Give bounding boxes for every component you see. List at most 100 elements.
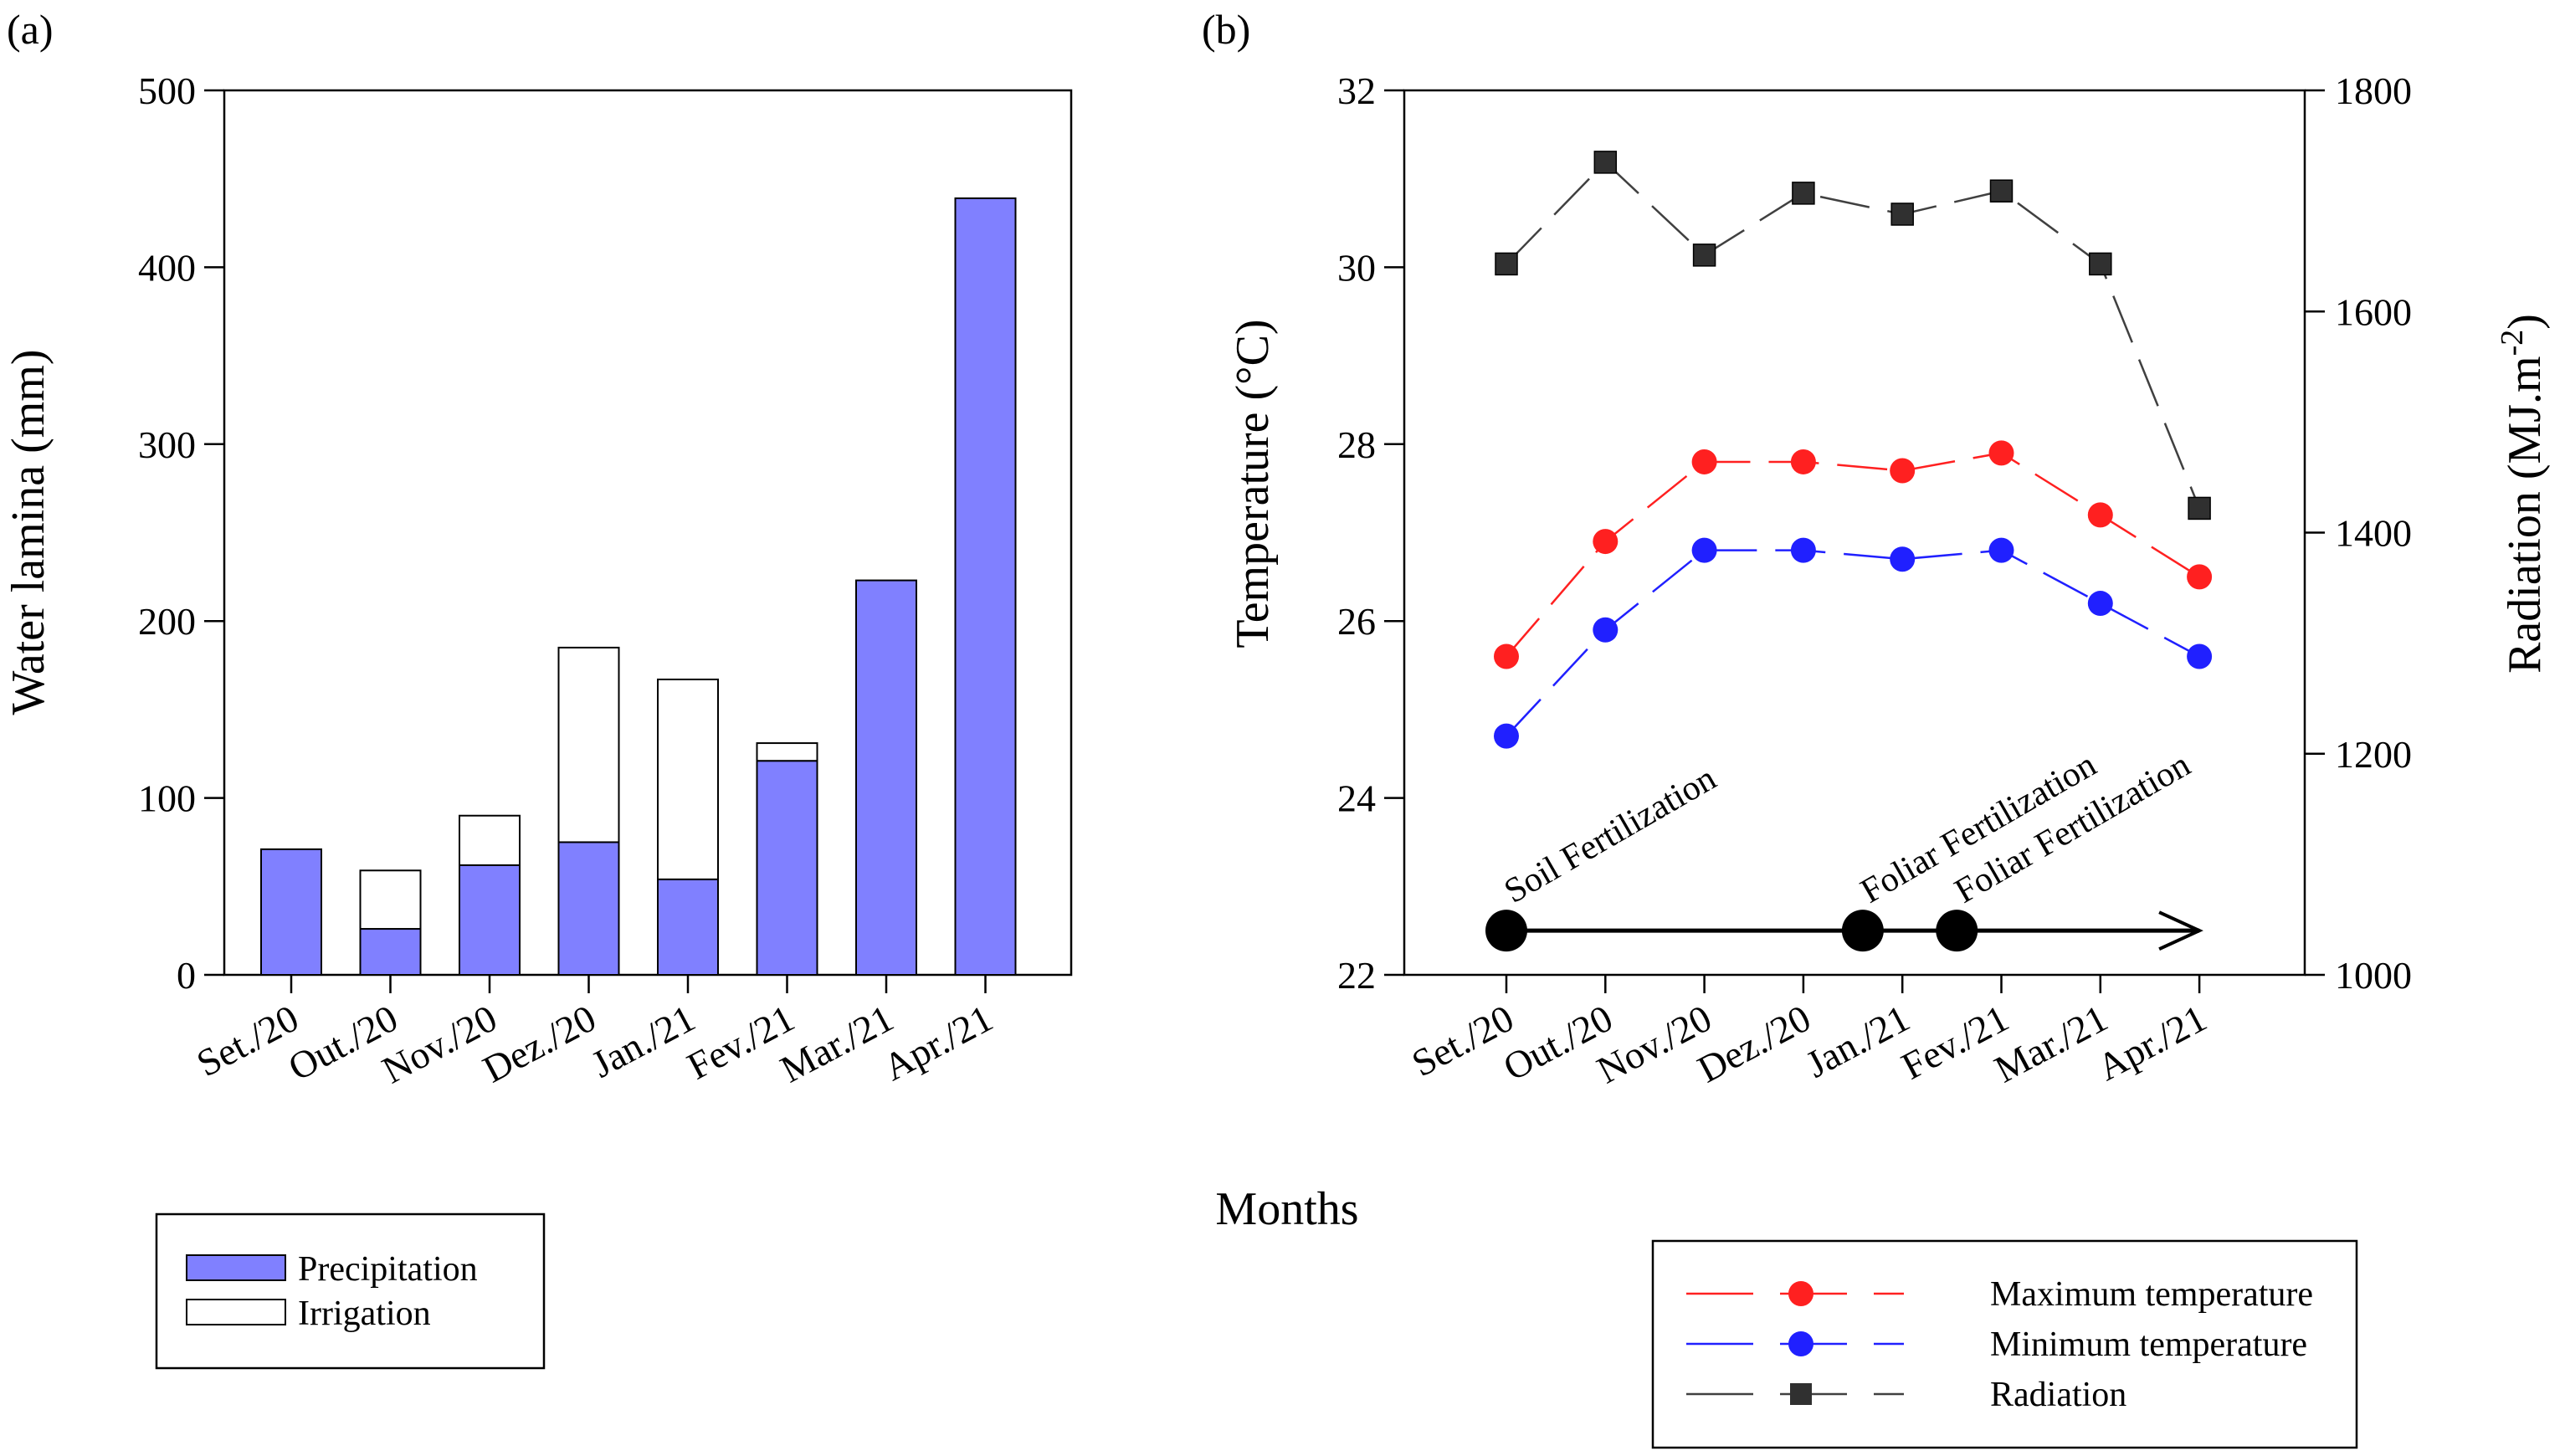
- point-maximum-temperature-fev-21: [1988, 440, 2014, 466]
- bar-irrigation-jan-21: [657, 678, 719, 880]
- panel-a-legend-frame: [155, 1212, 546, 1370]
- point-radiation-dez-20: [1792, 182, 1815, 205]
- panel-b-series: [1494, 151, 2213, 749]
- b-y-tick-label-32: 32: [1337, 69, 1376, 112]
- point-maximum-temperature-out-20: [1593, 529, 1619, 555]
- b-y2-tick-label-1800: 1800: [2335, 69, 2412, 112]
- panel-a-chart: 0 100 200 300 400 500 Set./20Out./20Nov./20De…: [3, 69, 1073, 1370]
- legend-label-irrigation: Irrigation: [298, 1295, 431, 1333]
- bar-precipitation-set-20: [260, 848, 322, 976]
- point-radiation-out-20: [1593, 151, 1618, 174]
- point-maximum-temperature-jan-21: [1890, 458, 1916, 484]
- legend-label-precipitation: Precipitation: [298, 1250, 478, 1289]
- panel-b-legend-frame: [1651, 1239, 2358, 1449]
- panel-a-y-axis: 0 100 200 300 400 500: [138, 69, 224, 997]
- panel-b-label: (b): [1202, 6, 1250, 53]
- bar-precipitation-out-20: [359, 928, 422, 977]
- b-y-tick-label-28: 28: [1337, 423, 1376, 466]
- a-y-tick-label-0: 0: [177, 954, 196, 997]
- point-minimum-temperature-dez-20: [1790, 537, 1816, 563]
- panel-a-bars: [260, 197, 1017, 977]
- legend-marker-min-temp: [1788, 1331, 1813, 1356]
- panel-a-legend: Precipitation Irrigation: [155, 1212, 546, 1370]
- bar-irrigation-dez-20: [557, 646, 620, 843]
- legend-marker-radiation: [1790, 1383, 1812, 1405]
- panel-a-label: (a): [7, 6, 54, 53]
- panel-b-right-y-axis: 1000 1200 1400 1600 1800: [2305, 69, 2412, 997]
- timeline-event-marker-3: [1936, 910, 1978, 952]
- panel-a-plot-frame: [223, 89, 1073, 977]
- a-x-tick-label-jan-21: Jan./21: [585, 997, 702, 1086]
- timeline-event-marker-1: [1485, 910, 1527, 952]
- b-x-tick-label-apr-21: Apr./21: [2090, 997, 2214, 1089]
- point-maximum-temperature-nov-20: [1691, 449, 1717, 474]
- bar-precipitation-apr-21: [954, 197, 1017, 977]
- y2-title-sup: -2: [2495, 330, 2530, 356]
- line-minimum-temperature: [1506, 549, 2200, 737]
- legend-swatch-irrigation: [186, 1299, 286, 1325]
- point-minimum-temperature-apr-21: [2187, 643, 2213, 669]
- a-x-tick-label-nov-20: Nov./20: [375, 997, 503, 1092]
- y2-title-end: ): [2499, 314, 2551, 330]
- b-x-tick-label-nov-20: Nov./20: [1590, 997, 1718, 1092]
- point-minimum-temperature-set-20: [1494, 723, 1519, 749]
- b-y-tick-label-22: 22: [1337, 954, 1376, 997]
- a-x-tick-label-apr-21: Apr./21: [876, 997, 999, 1089]
- point-minimum-temperature-out-20: [1593, 617, 1619, 643]
- timeline-event-marker-2: [1841, 910, 1884, 952]
- shared-x-axis-title: Months: [1215, 1183, 1358, 1235]
- a-y-tick-label-300: 300: [138, 423, 196, 466]
- panel-b-y2-axis-title: Radiation (MJ.m-2): [2495, 314, 2551, 674]
- point-radiation-set-20: [1495, 252, 1518, 276]
- bar-precipitation-dez-20: [557, 841, 620, 977]
- legend-label-min-temp: Minimum temperature: [1990, 1325, 2307, 1364]
- b-x-tick-label-mar-21: Mar./21: [1988, 997, 2114, 1091]
- bar-precipitation-nov-20: [459, 864, 521, 976]
- legend-label-max-temp: Maximum temperature: [1990, 1275, 2313, 1314]
- point-maximum-temperature-dez-20: [1790, 449, 1816, 474]
- a-x-tick-label-fev-21: Fev./21: [680, 997, 801, 1088]
- point-radiation-apr-21: [2188, 496, 2211, 520]
- b-y-tick-label-24: 24: [1337, 777, 1376, 820]
- timeline-arrow-head: [2158, 910, 2203, 951]
- fertilization-timeline: Soil Fertilization Foliar FertilizationFo…: [1485, 746, 2203, 952]
- line-maximum-temperature: [1506, 452, 2200, 658]
- b-y2-tick-label-1400: 1400: [2335, 512, 2412, 555]
- point-radiation-jan-21: [1890, 203, 1914, 226]
- legend-marker-max-temp: [1788, 1281, 1813, 1306]
- b-y-tick-label-26: 26: [1337, 600, 1376, 643]
- timeline-event-label-1: Soil Fertilization: [1498, 759, 1723, 911]
- point-minimum-temperature-jan-21: [1890, 546, 1916, 572]
- point-minimum-temperature-nov-20: [1691, 537, 1717, 563]
- bar-precipitation-fev-21: [756, 760, 818, 976]
- point-maximum-temperature-mar-21: [2087, 502, 2113, 528]
- b-x-tick-label-dez-20: Dez./20: [1690, 997, 1817, 1091]
- a-y-tick-label-500: 500: [138, 69, 196, 112]
- point-maximum-temperature-apr-21: [2187, 564, 2213, 590]
- y2-title-main: Radiation (MJ.m: [2499, 356, 2551, 674]
- bar-precipitation-jan-21: [657, 878, 719, 976]
- b-x-tick-label-fev-21: Fev./21: [1895, 997, 2015, 1088]
- panel-b-legend: Maximum temperature Minimum temperature …: [1651, 1239, 2358, 1449]
- point-radiation-nov-20: [1692, 244, 1716, 267]
- b-x-tick-label-set-20: Set./20: [1405, 997, 1521, 1085]
- a-y-tick-label-100: 100: [138, 777, 196, 820]
- bar-irrigation-out-20: [359, 869, 422, 931]
- bar-precipitation-mar-21: [855, 579, 917, 976]
- point-minimum-temperature-fev-21: [1988, 537, 2014, 563]
- panel-b-plot-frame: [1403, 89, 2306, 977]
- b-y2-tick-label-1000: 1000: [2335, 954, 2412, 997]
- panel-a-y-axis-title: Water lamina (mm): [3, 349, 54, 715]
- point-radiation-mar-21: [2089, 252, 2112, 276]
- panel-b-x-axis: Set./20Out./20Nov./20Dez./20Jan./21Fev./…: [1405, 975, 2214, 1092]
- a-x-tick-label-dez-20: Dez./20: [476, 997, 603, 1091]
- a-x-tick-label-mar-21: Mar./21: [773, 997, 900, 1091]
- line-radiation: [1506, 161, 2201, 509]
- b-y2-tick-label-1600: 1600: [2335, 290, 2412, 333]
- b-y-tick-label-30: 30: [1337, 246, 1376, 289]
- point-radiation-fev-21: [1989, 179, 2014, 203]
- panel-a-x-axis: Set./20Out./20Nov./20Dez./20Jan./21Fev./…: [190, 975, 999, 1092]
- legend-swatch-precipitation: [186, 1254, 286, 1281]
- a-y-tick-label-400: 400: [138, 246, 196, 289]
